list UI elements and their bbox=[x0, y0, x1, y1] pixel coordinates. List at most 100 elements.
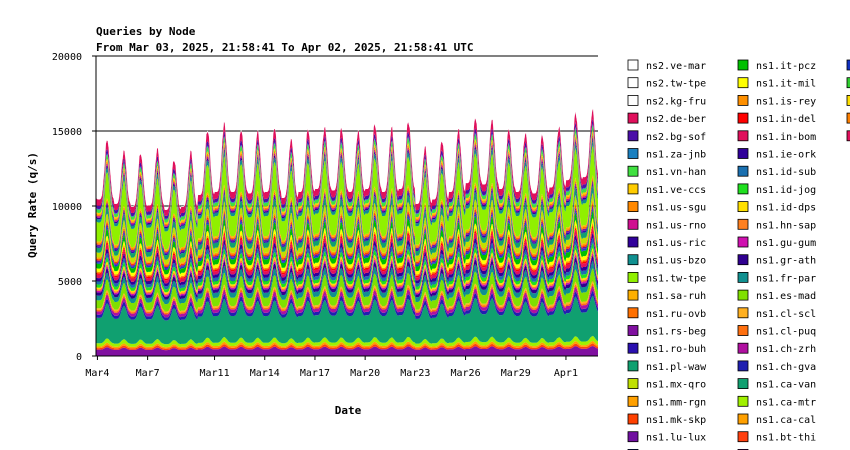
x-tick-label: Apr1 bbox=[554, 368, 578, 379]
legend-swatch bbox=[737, 431, 749, 443]
series-area bbox=[96, 343, 598, 351]
legend-label: ns1.cl-scl bbox=[756, 309, 816, 320]
legend-label: ns1.tw-tpe bbox=[646, 273, 706, 284]
series-area bbox=[96, 255, 598, 300]
legend-swatch bbox=[627, 130, 639, 142]
y-axis-label: Query Rate (q/s) bbox=[26, 152, 39, 258]
x-tick-label: Mar23 bbox=[400, 368, 430, 379]
legend-swatch bbox=[737, 218, 749, 230]
legend-swatch bbox=[737, 342, 749, 354]
legend-swatch bbox=[627, 342, 639, 354]
legend-label: ns1.ru-ovb bbox=[646, 309, 706, 320]
legend-swatch bbox=[737, 289, 749, 301]
legend-swatch bbox=[737, 236, 749, 248]
legend-swatch bbox=[627, 59, 639, 71]
legend-swatch bbox=[737, 413, 749, 425]
legend-label: ns2.bg-sof bbox=[646, 132, 706, 143]
legend-swatch bbox=[627, 325, 639, 336]
y-tick-label: 20000 bbox=[52, 52, 82, 63]
legend-swatch bbox=[737, 77, 749, 89]
legend-label: ns1.id-sub bbox=[756, 167, 816, 178]
x-tick-label: Mar29 bbox=[501, 368, 531, 379]
y-tick-label: 10000 bbox=[52, 202, 82, 213]
legend-label: ns1.fr-par bbox=[756, 273, 816, 284]
chart-title: Queries by Node bbox=[96, 25, 196, 38]
legend-swatch bbox=[627, 218, 639, 230]
legend-swatch bbox=[846, 59, 850, 71]
x-tick-label: Mar11 bbox=[199, 368, 229, 379]
series-area bbox=[96, 210, 598, 275]
series-area bbox=[96, 285, 598, 318]
legend-label: ns1.bt-thi bbox=[756, 433, 816, 444]
chart-subtitle: From Mar 03, 2025, 21:58:41 To Apr 02, 2… bbox=[96, 41, 474, 54]
legend: ns2.ve-mar ns2.tw-tpe ns2.kg-fru ns2.de-ber… bbox=[627, 59, 850, 450]
series-area bbox=[96, 108, 598, 216]
legend-swatch bbox=[737, 360, 749, 372]
legend-swatch bbox=[737, 254, 749, 266]
series-area bbox=[96, 346, 598, 356]
legend-label: ns1.sa-ruh bbox=[646, 291, 706, 302]
legend-label: ns1.hn-sap bbox=[756, 220, 816, 231]
legend-swatch bbox=[737, 112, 749, 124]
legend-swatch bbox=[627, 165, 639, 177]
series-area bbox=[96, 268, 598, 312]
legend-label: ns1.ca-mtr bbox=[756, 397, 816, 408]
legend-swatch bbox=[846, 95, 850, 106]
series-area bbox=[96, 192, 598, 264]
legend-label: ns1.us-sgu bbox=[646, 203, 706, 214]
legend-label: ns1.is-rey bbox=[756, 96, 816, 107]
legend-label: ns1.ie-ork bbox=[756, 150, 816, 161]
legend-swatch bbox=[737, 183, 749, 195]
series-area bbox=[96, 335, 598, 348]
x-tick-label: Mar26 bbox=[450, 368, 480, 379]
legend-swatch bbox=[737, 165, 749, 177]
legend-swatch bbox=[737, 95, 749, 106]
x-tick-label: Mar17 bbox=[300, 368, 330, 379]
y-tick-label: 5000 bbox=[58, 277, 82, 288]
series-area bbox=[96, 232, 598, 287]
legend-swatch bbox=[627, 413, 639, 425]
legend-swatch bbox=[627, 148, 639, 159]
plot-area bbox=[96, 55, 598, 356]
legend-label: ns1.id-jog bbox=[756, 185, 816, 196]
legend-label: ns1.in-del bbox=[756, 114, 816, 125]
x-tick-label: Mar20 bbox=[350, 368, 380, 379]
legend-swatch bbox=[627, 236, 639, 248]
legend-swatch bbox=[846, 77, 850, 89]
legend-label: ns1.es-mad bbox=[756, 291, 816, 302]
legend-label: ns1.us-bzo bbox=[646, 256, 706, 267]
legend-swatch bbox=[737, 201, 749, 213]
legend-label: ns1.gr-ath bbox=[756, 256, 816, 267]
legend-swatch bbox=[627, 378, 639, 390]
legend-label: ns1.it-pcz bbox=[756, 61, 816, 72]
legend-swatch bbox=[627, 183, 639, 195]
series-area bbox=[96, 290, 598, 321]
legend-swatch bbox=[627, 112, 639, 124]
legend-label: ns1.pl-waw bbox=[646, 362, 707, 373]
x-tick-label: Mar4 bbox=[85, 368, 109, 379]
legend-label: ns1.gu-gum bbox=[756, 238, 816, 249]
legend-label: ns1.lu-lux bbox=[646, 433, 706, 444]
legend-label: ns2.kg-fru bbox=[646, 96, 706, 107]
legend-swatch bbox=[627, 360, 639, 372]
series-area bbox=[96, 185, 598, 260]
x-tick-label: Mar14 bbox=[250, 368, 280, 379]
legend-label: ns1.za-jnb bbox=[646, 150, 706, 161]
legend-label: ns1.cl-puq bbox=[756, 327, 816, 338]
legend-swatch bbox=[737, 325, 749, 336]
legend-swatch bbox=[627, 431, 639, 443]
y-tick-label: 0 bbox=[76, 352, 82, 363]
legend-label: ns1.us-rno bbox=[646, 220, 706, 231]
legend-swatch bbox=[627, 254, 639, 266]
legend-label: ns1.ca-van bbox=[756, 380, 816, 391]
legend-label: ns1.mk-skp bbox=[646, 415, 706, 426]
series-area bbox=[96, 243, 598, 293]
x-axis-label: Date bbox=[335, 404, 362, 417]
series-area bbox=[96, 260, 598, 305]
legend-label: ns1.rs-beg bbox=[646, 327, 706, 338]
x-tick-label: Mar7 bbox=[136, 368, 160, 379]
series-area bbox=[96, 340, 598, 349]
legend-swatch bbox=[627, 395, 639, 407]
legend-label: ns1.ro-buh bbox=[646, 344, 706, 355]
